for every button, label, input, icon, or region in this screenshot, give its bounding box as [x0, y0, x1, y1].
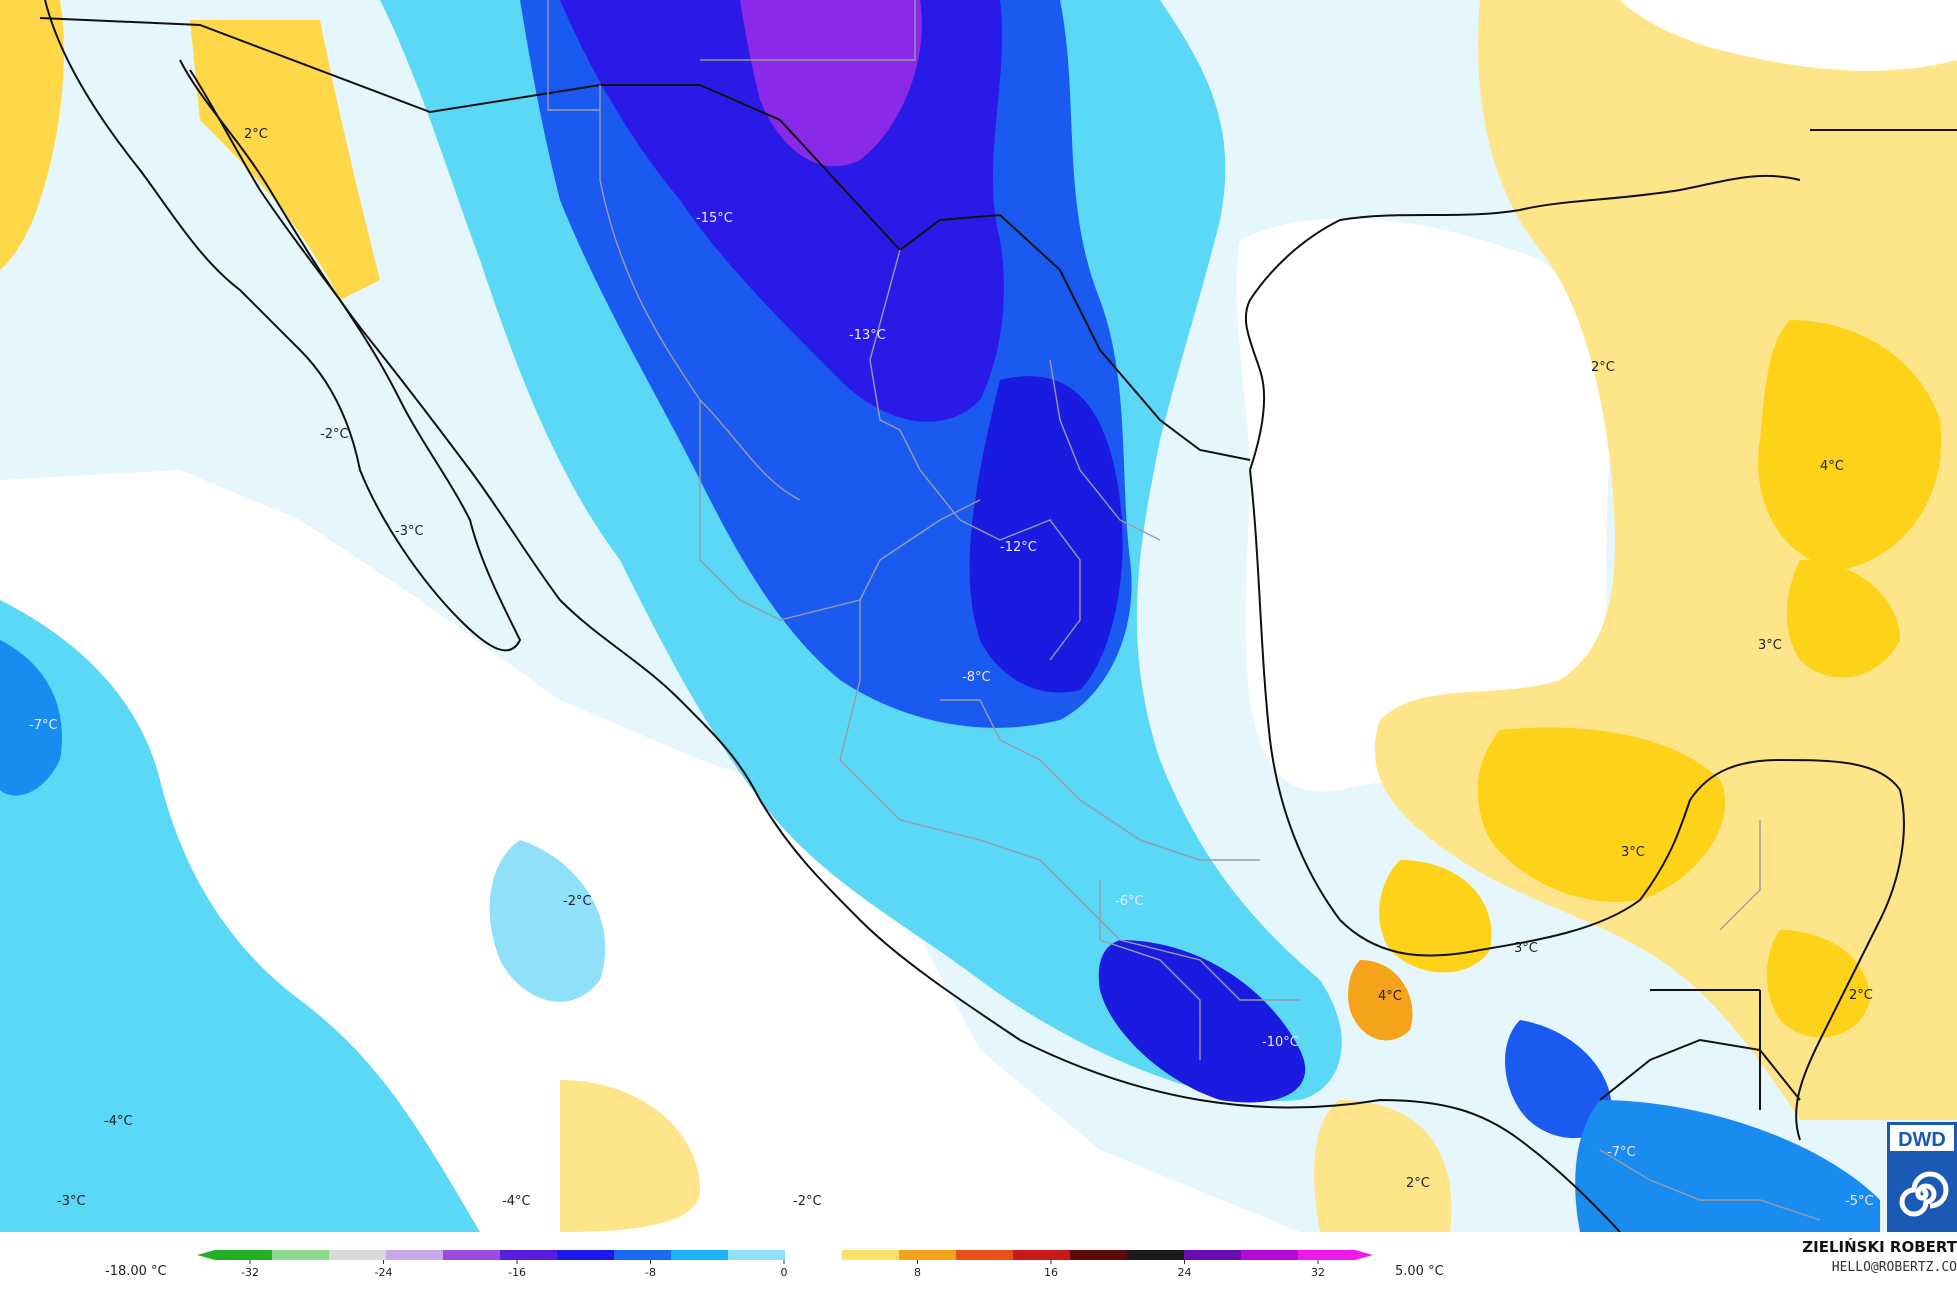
colorbar-tick-label: 24 [1178, 1266, 1192, 1279]
colorbar-swatch [272, 1250, 330, 1260]
legend-max-label: 5.00 °C [1395, 1264, 1444, 1279]
colorbar-legend: -18.00 °C 5.00 °C -32 -24 -16 -8 0 8 16 24 32 [105, 1250, 1444, 1279]
map-temp-label: -4°C [104, 1114, 133, 1129]
map-temp-label: 4°C [1820, 459, 1844, 474]
map-temp-label: -12°C [1000, 540, 1037, 555]
map-temp-label: -3°C [395, 524, 424, 539]
colorbar-swatch [1070, 1250, 1128, 1260]
map-temp-label: -15°C [696, 211, 733, 226]
map-temp-label: -7°C [29, 718, 58, 733]
map-temp-label: -6°C [1115, 894, 1144, 909]
colorbar-min-arrow [197, 1250, 215, 1260]
footer: -18.00 °C 5.00 °C -32 -24 -16 -8 0 8 16 24 32 [0, 1232, 1957, 1287]
map-temp-label: -5°C [1845, 1194, 1874, 1209]
dwd-logo: DWD [1887, 1122, 1957, 1232]
map-temp-label: -8°C [962, 670, 991, 685]
colorbar-swatch [1127, 1250, 1185, 1260]
map-temp-label: 2°C [244, 127, 268, 142]
colorbar-swatch [500, 1250, 558, 1260]
map-temp-label: 3°C [1514, 941, 1538, 956]
colorbar-tick-label: -24 [375, 1266, 393, 1279]
colorbar-swatch [443, 1250, 501, 1260]
author-email: HELLO@ROBERTZ.CO [1831, 1260, 1957, 1275]
colorbar-ticks: -32 -24 -16 -8 0 8 16 24 32 [241, 1260, 1325, 1279]
colorbar-swatch [842, 1250, 900, 1260]
map-temp-label: -2°C [563, 894, 592, 909]
map-temp-label: 2°C [1591, 360, 1615, 375]
colorbar-swatch [1013, 1250, 1071, 1260]
colorbar-tick-label: 32 [1311, 1266, 1325, 1279]
colorbar-swatch [1241, 1250, 1299, 1260]
spiral-icon [1899, 1171, 1949, 1217]
map-temp-label: 2°C [1849, 988, 1873, 1003]
author-credit: ZIELIŃSKI ROBERT [1802, 1238, 1957, 1256]
colorbar [197, 1250, 1373, 1260]
colorbar-tick-label: -32 [241, 1266, 259, 1279]
map-temp-label: 2°C [1406, 1176, 1430, 1191]
dwd-logo-text: DWD [1898, 1129, 1946, 1151]
colorbar-swatch [785, 1250, 843, 1260]
map-temp-label: 4°C [1378, 989, 1402, 1004]
colorbar-swatch [386, 1250, 444, 1260]
map-temp-label: -2°C [793, 1194, 822, 1209]
map-temp-label: -3°C [57, 1194, 86, 1209]
colorbar-swatch [671, 1250, 729, 1260]
map-temp-label: -7°C [1607, 1145, 1636, 1160]
colorbar-tick-label: 8 [914, 1266, 921, 1279]
colorbar-tick-label: -8 [645, 1266, 656, 1279]
colorbar-tick-label: -16 [508, 1266, 526, 1279]
colorbar-tick-label: 16 [1044, 1266, 1058, 1279]
colorbar-swatch [956, 1250, 1014, 1260]
colorbar-tick-label: 0 [781, 1266, 788, 1279]
colorbar-swatch [215, 1250, 273, 1260]
colorbar-swatch [1298, 1250, 1356, 1260]
colorbar-max-arrow [1355, 1250, 1373, 1260]
map-temp-label: -2°C [320, 427, 349, 442]
colorbar-swatch [329, 1250, 387, 1260]
map-temp-label: -10°C [1262, 1035, 1299, 1050]
colorbar-swatch [557, 1250, 615, 1260]
map-temp-label: -4°C [502, 1194, 531, 1209]
temperature-map: 2°C -15°C -13°C 2°C 4°C -2°C -3°C -12°C … [0, 0, 1957, 1232]
colorbar-swatch [728, 1250, 786, 1260]
colorbar-swatch [1184, 1250, 1242, 1260]
map-temp-label: 3°C [1758, 638, 1782, 653]
colorbar-swatch [614, 1250, 672, 1260]
map-temp-label: -13°C [849, 328, 886, 343]
colorbar-swatch [899, 1250, 957, 1260]
legend-min-label: -18.00 °C [105, 1264, 167, 1279]
map-temp-label: 3°C [1621, 845, 1645, 860]
